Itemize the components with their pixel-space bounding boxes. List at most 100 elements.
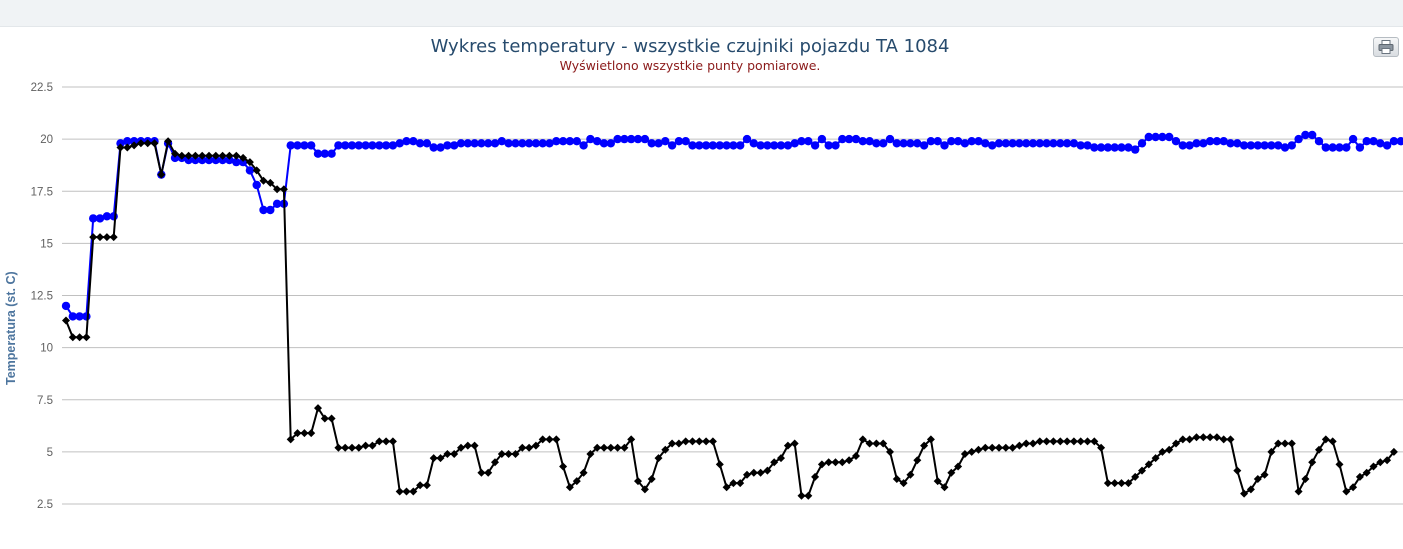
y-tick-label: 15 (40, 238, 53, 250)
data-point-diamond (484, 468, 493, 477)
data-point-circle (538, 139, 547, 148)
data-point-diamond (640, 485, 649, 494)
data-point-diamond (572, 477, 581, 486)
data-point-circle (450, 141, 459, 150)
data-point-circle (708, 141, 718, 150)
data-point-diamond (218, 151, 227, 160)
data-point-circle (354, 141, 363, 150)
data-point-circle (1389, 137, 1399, 146)
data-point-diamond (525, 443, 534, 452)
data-point-diamond (1022, 439, 1031, 448)
data-point-diamond (1172, 439, 1180, 448)
data-point-diamond (1342, 487, 1351, 496)
data-point-diamond (198, 151, 207, 160)
data-point-circle (654, 139, 663, 148)
data-point-diamond (150, 139, 159, 148)
data-point-circle (988, 141, 997, 150)
data-point-circle (1035, 139, 1045, 148)
data-point-circle (831, 141, 840, 150)
data-point-diamond (702, 437, 711, 446)
data-point-circle (681, 137, 690, 146)
grid-lines (62, 86, 1403, 505)
data-point-diamond (1362, 468, 1371, 477)
data-point-diamond (1063, 437, 1072, 446)
data-point-circle (484, 139, 493, 148)
data-point-diamond (838, 458, 847, 467)
data-point-diamond (1233, 466, 1242, 475)
data-point-diamond (661, 445, 670, 454)
data-point-circle (1287, 141, 1297, 150)
data-point-diamond (1165, 445, 1174, 454)
data-point-circle (422, 139, 432, 148)
data-point-diamond (824, 458, 833, 467)
data-point-circle (1382, 141, 1392, 150)
data-point-circle (783, 141, 793, 150)
data-point-diamond (143, 139, 152, 148)
data-point-circle (225, 155, 234, 165)
data-point-circle (327, 149, 336, 158)
data-point-circle (586, 134, 595, 144)
data-point-circle (953, 137, 963, 146)
data-point-diamond (293, 429, 302, 438)
data-point-diamond (1226, 435, 1235, 444)
data-point-diamond (177, 151, 186, 160)
data-point-diamond (654, 454, 663, 463)
data-point-circle (763, 141, 772, 150)
data-point-circle (906, 139, 915, 148)
data-point-diamond (157, 170, 166, 179)
data-point-diamond (981, 443, 990, 452)
data-point-diamond (409, 487, 418, 496)
data-point-circle (994, 139, 1004, 148)
data-point-diamond (130, 141, 139, 150)
data-point-circle (1253, 141, 1263, 150)
data-point-circle (736, 141, 745, 150)
data-point-diamond (205, 151, 213, 160)
data-point-circle (633, 134, 643, 144)
data-point-diamond (171, 149, 179, 158)
data-point-circle (1049, 139, 1058, 148)
data-point-diamond (1349, 483, 1358, 492)
data-point-diamond (1321, 435, 1330, 444)
data-point-diamond (1308, 458, 1317, 467)
data-point-diamond (1097, 443, 1106, 452)
data-point-diamond (477, 468, 486, 477)
y-tick-label: 20 (40, 134, 53, 146)
data-point-circle (470, 139, 479, 148)
data-point-diamond (1124, 479, 1133, 488)
data-point-diamond (947, 468, 956, 477)
data-point-circle (1348, 134, 1358, 144)
data-point-diamond (763, 466, 772, 475)
data-point-circle (851, 134, 861, 144)
data-point-diamond (600, 443, 608, 452)
data-point-circle (885, 134, 895, 144)
data-point-diamond (1369, 462, 1378, 471)
y-axis-ticks: 2.5 5 7.5 10 12.5 15 17.5 20 22.5 (31, 82, 53, 511)
data-point-diamond (988, 443, 997, 452)
data-point-circle (1308, 130, 1317, 140)
data-point-circle (552, 137, 561, 146)
data-point-circle (640, 134, 650, 144)
data-point-circle (61, 301, 71, 311)
data-point-diamond (273, 185, 282, 194)
print-button[interactable] (1373, 37, 1399, 57)
data-point-circle (218, 155, 227, 165)
data-point-diamond (565, 483, 574, 492)
data-point-circle (1294, 134, 1303, 144)
y-tick-label: 10 (40, 343, 53, 355)
data-point-circle (204, 155, 214, 165)
data-point-circle (701, 141, 711, 150)
data-point-circle (429, 143, 438, 152)
data-point-diamond (674, 439, 683, 448)
data-point-diamond (1219, 435, 1228, 444)
data-point-diamond (89, 233, 98, 242)
data-point-circle (1028, 139, 1038, 148)
data-point-diamond (892, 475, 901, 483)
data-point-diamond (1151, 454, 1160, 463)
data-point-diamond (1185, 435, 1194, 444)
data-point-circle (545, 139, 554, 148)
data-point-diamond (382, 437, 391, 446)
data-point-diamond (457, 443, 465, 452)
data-point-circle (1192, 139, 1201, 148)
data-point-circle (1185, 141, 1194, 150)
data-point-circle (1233, 139, 1242, 148)
